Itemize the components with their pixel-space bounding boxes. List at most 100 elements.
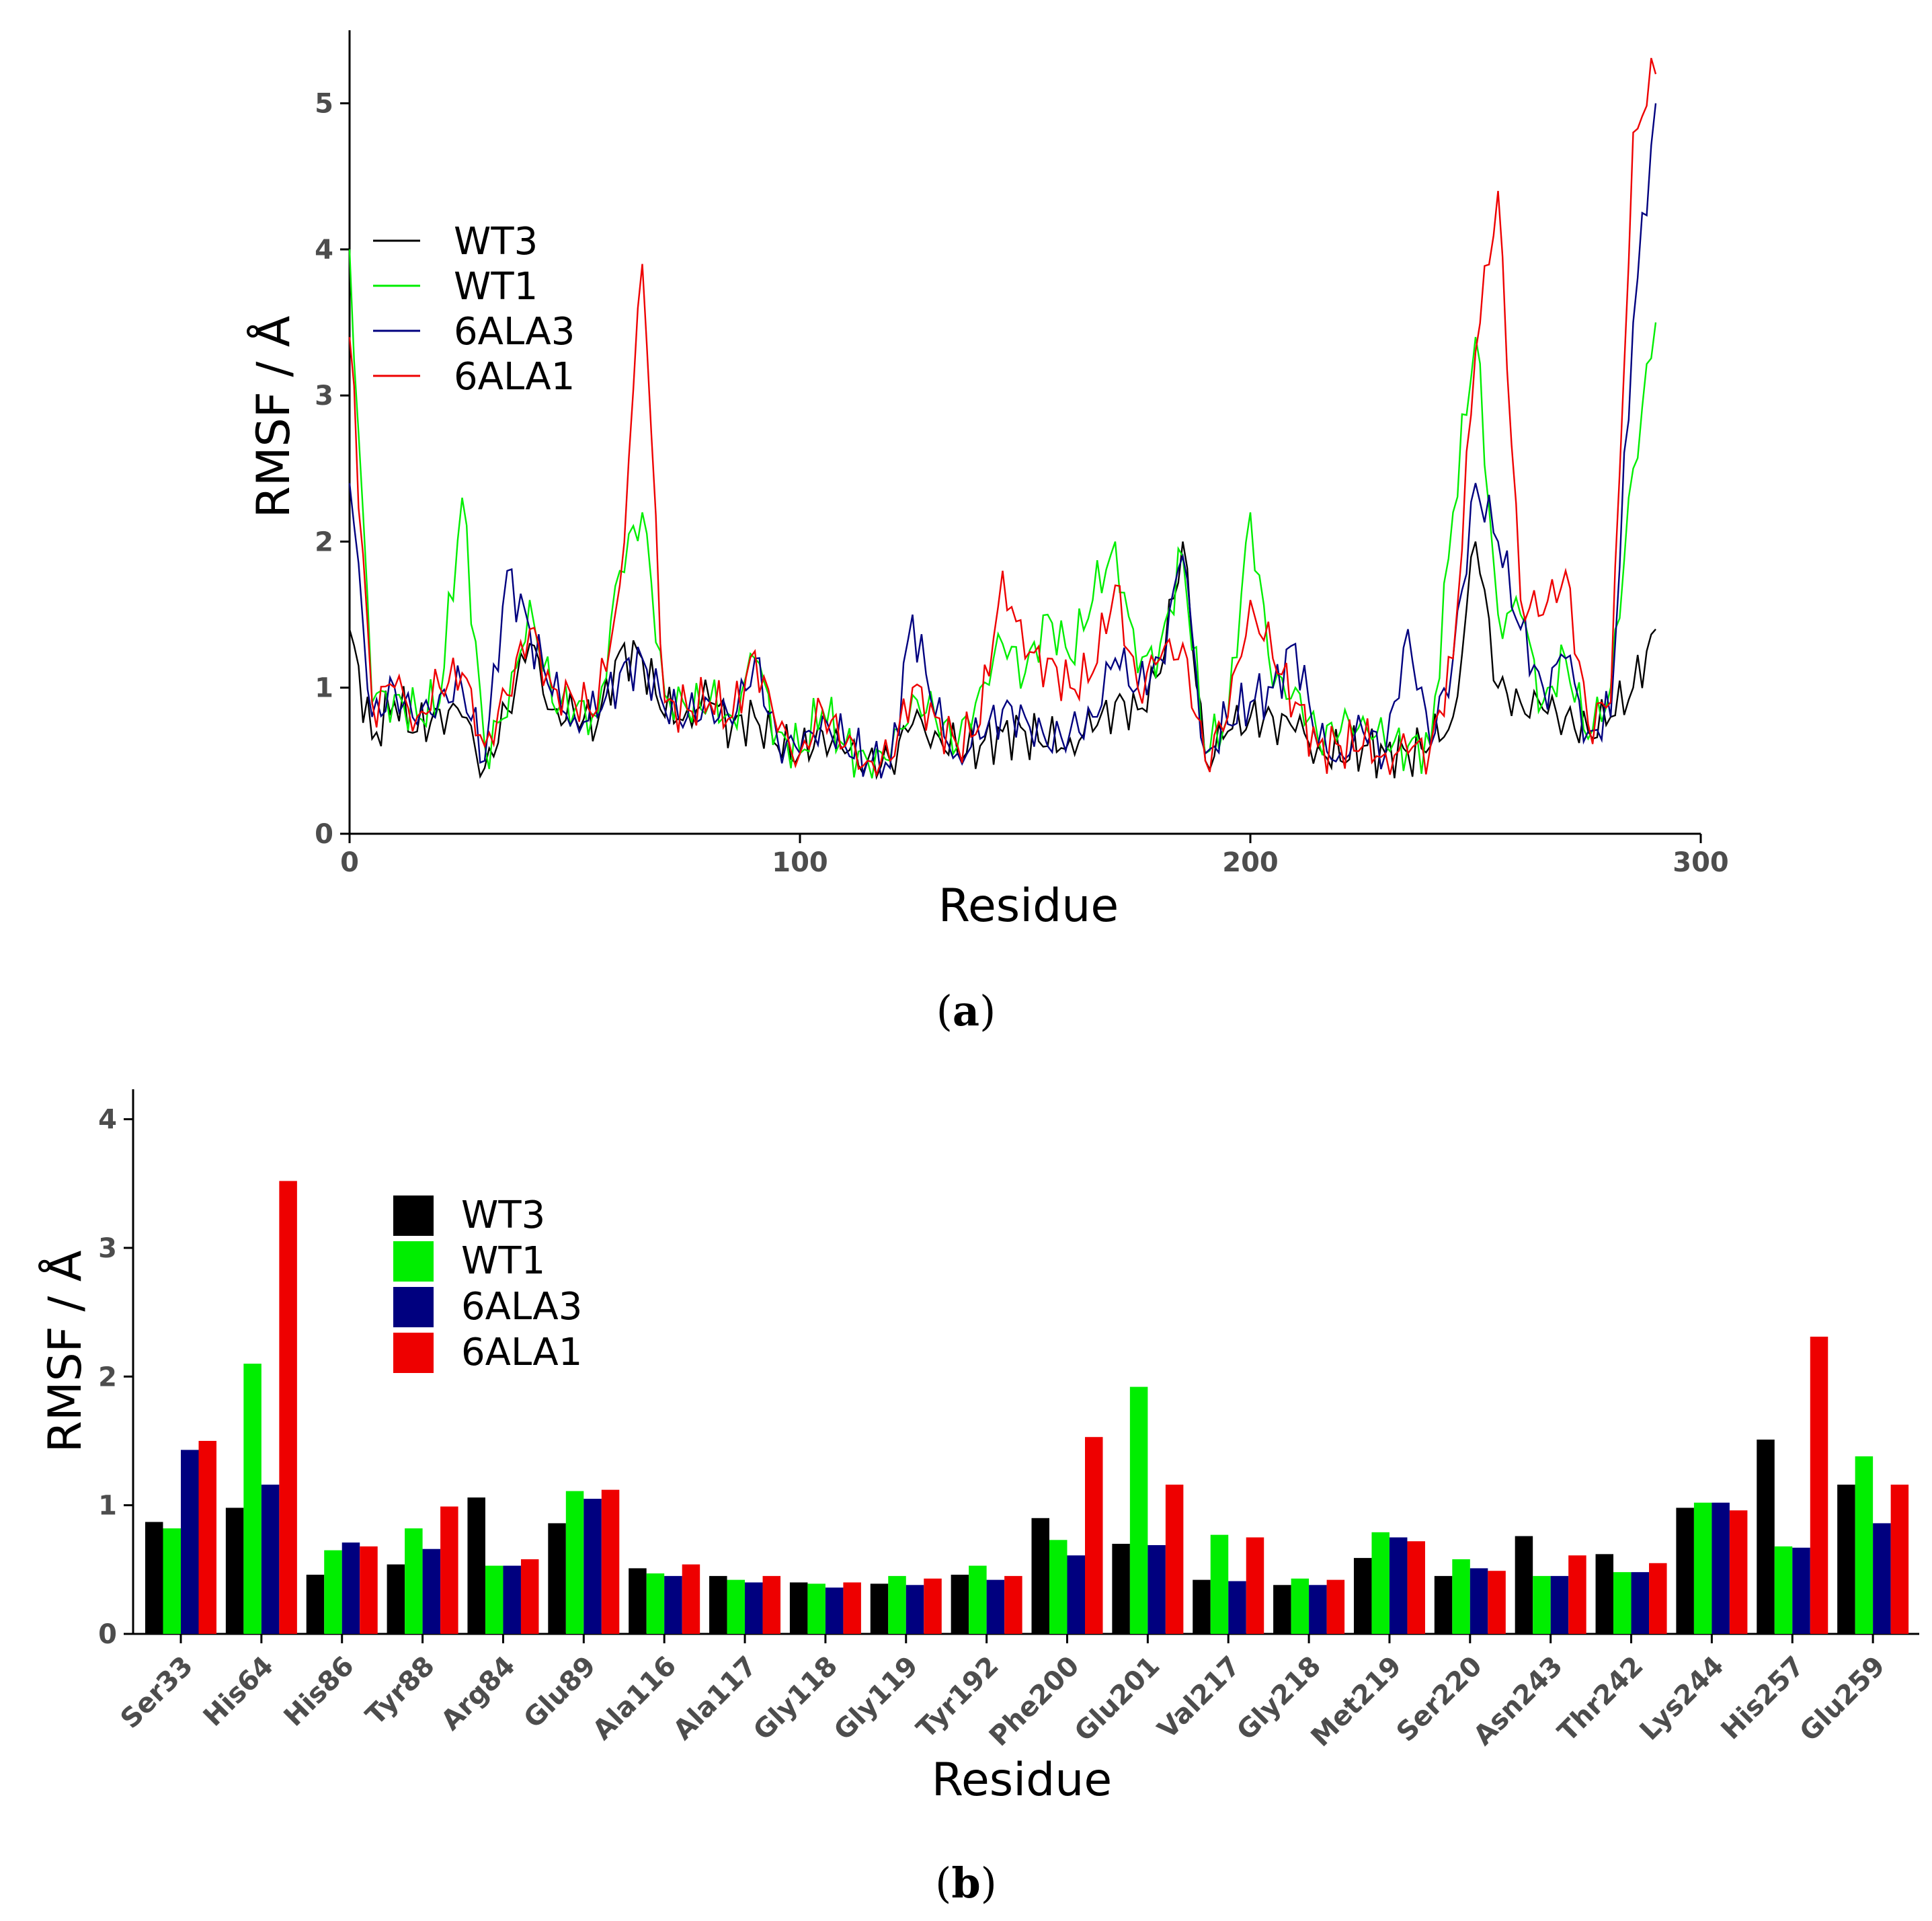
chart-a-series-line-6ALA1 [348, 58, 1657, 778]
chart-b-bar-6ALA1-Gly218 [1326, 1579, 1345, 1634]
chart-b-bar-WT1-Asn243 [1533, 1575, 1551, 1634]
chart-a-xtick-label: 300 [1673, 847, 1729, 878]
chart-b-ytick-label: 0 [98, 1619, 117, 1650]
chart-b-bar-WT1-Ser220 [1452, 1559, 1470, 1634]
chart-a-xtick-label: 200 [1222, 847, 1279, 878]
chart-b-xtick-label: Ala116 [587, 1651, 682, 1746]
chart-b-bar-6ALA3-His86 [341, 1542, 360, 1634]
chart-b-bar-WT1-Met219 [1371, 1532, 1390, 1634]
chart-b-bar-6ALA1-Ala117 [762, 1575, 781, 1634]
chart-a-legend-label-WT1: WT1 [454, 265, 538, 309]
chart-b-bar-6ALA3-Phe200 [1067, 1555, 1085, 1634]
chart-b-xtick-label: Glu201 [1069, 1651, 1166, 1748]
chart-b-bar-6ALA3-Ser220 [1470, 1568, 1488, 1634]
chart-a-series-line-6ALA3 [348, 103, 1657, 779]
chart-b-xtick-label: Arg84 [436, 1651, 522, 1737]
chart-b-ylabel: RMSF / Å [38, 1251, 92, 1453]
chart-b-bar-WT3-Glu259 [1837, 1485, 1855, 1634]
chart-b-xtick-label: Ser33 [115, 1651, 199, 1735]
chart-b-bar-WT1-His86 [324, 1550, 342, 1634]
chart-b-xtick-label: Gly118 [748, 1651, 844, 1747]
chart-b-bar-6ALA1-Ser33 [198, 1440, 216, 1634]
chart-b-legend-label-6ALA3: 6ALA3 [461, 1285, 582, 1329]
chart-b-bar-6ALA1-Lys244 [1729, 1510, 1748, 1634]
chart-b-legend-key-6ALA3 [393, 1287, 434, 1327]
chart-b-bar-WT1-Phe200 [1049, 1540, 1068, 1634]
chart-b-bar-WT3-Phe200 [1031, 1518, 1049, 1634]
chart-b-bar-WT3-Gly119 [870, 1583, 889, 1634]
chart-b-bar-WT3-Met219 [1353, 1558, 1372, 1634]
chart-b-bar-WT1-His64 [243, 1364, 261, 1634]
chart-b-xlabel: Residue [932, 1754, 1112, 1807]
chart-b-bar-6ALA1-Ala116 [682, 1564, 700, 1634]
chart-b-legend-label-WT3: WT3 [461, 1193, 545, 1237]
chart-b-bar-6ALA1-Phe200 [1085, 1437, 1103, 1634]
chart-b-bar-6ALA3-Tyr192 [986, 1579, 1005, 1634]
chart-b-bar-6ALA1-Val217 [1246, 1537, 1264, 1634]
chart-b-bar-WT3-His64 [225, 1507, 244, 1634]
chart-b-bar-WT1-Ser33 [163, 1528, 181, 1634]
chart-a-ylabel: RMSF / Å [246, 316, 300, 518]
chart-b-bar-6ALA3-Val217 [1228, 1581, 1246, 1634]
chart-b-bar-6ALA3-Thr242 [1631, 1572, 1650, 1634]
chart-a-xlabel: Residue [938, 879, 1119, 933]
chart-b-bar-6ALA1-Tyr88 [440, 1506, 458, 1634]
chart-b-legend-label-6ALA1: 6ALA1 [461, 1331, 582, 1374]
chart-b-bar-WT1-His257 [1774, 1546, 1793, 1634]
chart-b-bar-6ALA3-Met219 [1389, 1537, 1408, 1634]
chart-b-bar-WT3-Val217 [1193, 1579, 1211, 1634]
chart-b-ytick-label: 2 [98, 1362, 117, 1393]
chart-b-bar-WT1-Lys244 [1693, 1502, 1712, 1634]
chart-b-xtick-label: Asn243 [1467, 1651, 1568, 1752]
chart-b-legend-key-WT3 [393, 1195, 434, 1236]
chart-a-series-line-WT3 [348, 541, 1656, 781]
chart-b-bar-WT3-Glu201 [1112, 1544, 1130, 1634]
chart-a-legend-label-6ALA1: 6ALA1 [454, 355, 575, 399]
chart-b-xtick-label: Gly119 [828, 1651, 924, 1747]
chart-b-bar-6ALA1-Gly118 [843, 1582, 861, 1634]
panel-label-a: (a) [936, 986, 996, 1035]
chart-b-ytick-label: 3 [98, 1233, 117, 1264]
chart-b-bar-WT3-Tyr192 [951, 1574, 969, 1634]
chart-a-ytick-label: 1 [315, 673, 333, 704]
chart-b-xtick-label: Thr242 [1552, 1651, 1650, 1748]
chart-a-series-line-WT1 [348, 249, 1657, 779]
chart-b-bar-WT1-Tyr192 [969, 1565, 987, 1634]
chart-b-bar-6ALA1-Gly119 [924, 1578, 942, 1634]
chart-b-bar-WT1-Tyr88 [405, 1528, 423, 1634]
chart-b-bar-WT3-His86 [306, 1574, 325, 1634]
chart-b-bar-6ALA3-Asn243 [1550, 1575, 1569, 1634]
chart-b-bar-6ALA3-Tyr88 [422, 1548, 441, 1634]
chart-b-ytick-label: 4 [98, 1105, 117, 1136]
chart-b-bar-6ALA1-Glu201 [1165, 1485, 1184, 1634]
chart-b-bar-WT3-Thr242 [1595, 1554, 1614, 1634]
chart-b-bar-WT1-Thr242 [1613, 1572, 1632, 1634]
chart-b-xtick-label: His257 [1716, 1651, 1811, 1746]
chart-b-legend-label-WT1: WT1 [461, 1239, 545, 1283]
chart-b-bar-6ALA1-Ser220 [1488, 1571, 1506, 1634]
chart-b-bar-6ALA3-His64 [261, 1485, 280, 1634]
chart-b-bar-WT3-Ala117 [709, 1575, 727, 1634]
chart-b-bar-6ALA1-Asn243 [1568, 1555, 1586, 1634]
chart-b-bar-6ALA1-Arg84 [520, 1559, 539, 1634]
chart-b-bar-WT3-Ser33 [145, 1522, 163, 1634]
chart-b-bar-6ALA3-Glu201 [1148, 1544, 1166, 1634]
chart-a-ytick-label: 2 [315, 526, 333, 557]
chart-b-bar-WT3-Gly118 [789, 1582, 808, 1634]
chart-b-ytick-label: 1 [98, 1491, 117, 1522]
chart-b-xtick-label: Ala117 [668, 1651, 763, 1746]
chart-b-bar-WT1-Glu89 [565, 1491, 584, 1634]
chart-b-bar-WT3-Ser220 [1434, 1575, 1453, 1634]
chart-b-bar-WT3-Asn243 [1515, 1536, 1533, 1634]
chart-b-xtick-label: Lys244 [1634, 1651, 1730, 1747]
chart-b-bar-WT1-Gly118 [807, 1583, 826, 1634]
chart-b-bar-WT1-Glu201 [1129, 1386, 1148, 1634]
chart-b-bar-6ALA1-His86 [360, 1546, 378, 1634]
chart-a-ytick-label: 5 [315, 89, 333, 120]
chart-b-bar-6ALA3-His257 [1792, 1547, 1810, 1634]
chart-b-bar-6ALA3-Gly218 [1309, 1585, 1327, 1634]
chart-a-xtick-label: 0 [340, 847, 359, 878]
